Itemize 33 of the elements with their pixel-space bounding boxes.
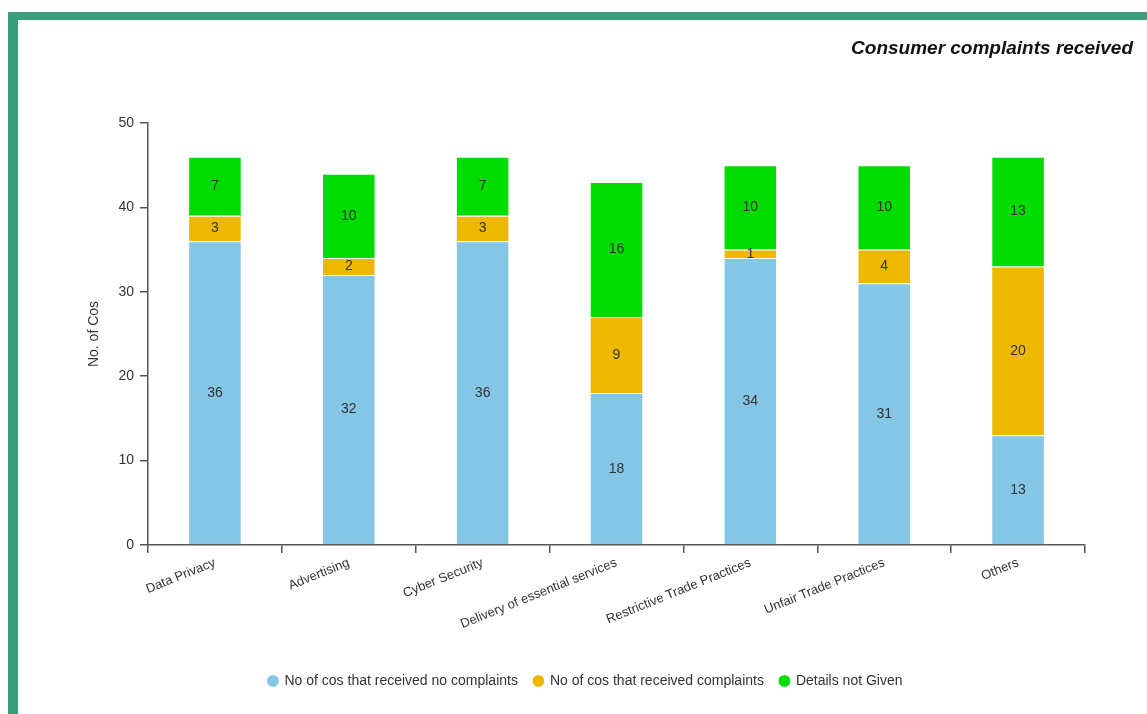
data-label: 7 [211,177,220,194]
data-label: 20 [1010,341,1027,358]
data-label: 13 [1010,480,1027,497]
data-label: 31 [876,404,893,421]
y-tick-label: 20 [118,367,135,384]
data-label: 18 [608,459,625,476]
data-label: 32 [341,400,357,417]
data-label: 36 [474,383,491,400]
legend-label: No of cos that received complaints [549,671,764,688]
y-tick-label: 0 [126,535,135,552]
data-label: 34 [742,392,759,408]
data-label: 13 [1010,202,1027,219]
data-label: 3 [211,219,220,236]
data-label: 36 [207,383,223,400]
data-label: 4 [880,257,889,274]
legend-label: Details not Given [795,671,903,688]
data-label: 3 [478,219,487,236]
chart-title: Consumer complaints received [851,37,1134,59]
y-tick-label: 50 [118,113,135,130]
x-tick-label: Data Privacy [143,554,218,596]
data-label: 2 [344,257,353,274]
data-label: 9 [612,345,621,362]
legend-label: No of cos that received no complaints [284,671,518,688]
y-tick-label: 40 [118,198,135,215]
data-label: 7 [478,177,487,194]
data-label: 10 [876,198,893,215]
y-tick-label: 30 [118,282,135,299]
data-label: 10 [341,206,357,223]
y-axis-title: No. of Cos [85,300,102,368]
data-label: 16 [608,240,625,257]
x-tick-label: Others [978,554,1021,583]
y-tick-label: 10 [118,451,135,468]
data-label: 10 [742,198,759,215]
